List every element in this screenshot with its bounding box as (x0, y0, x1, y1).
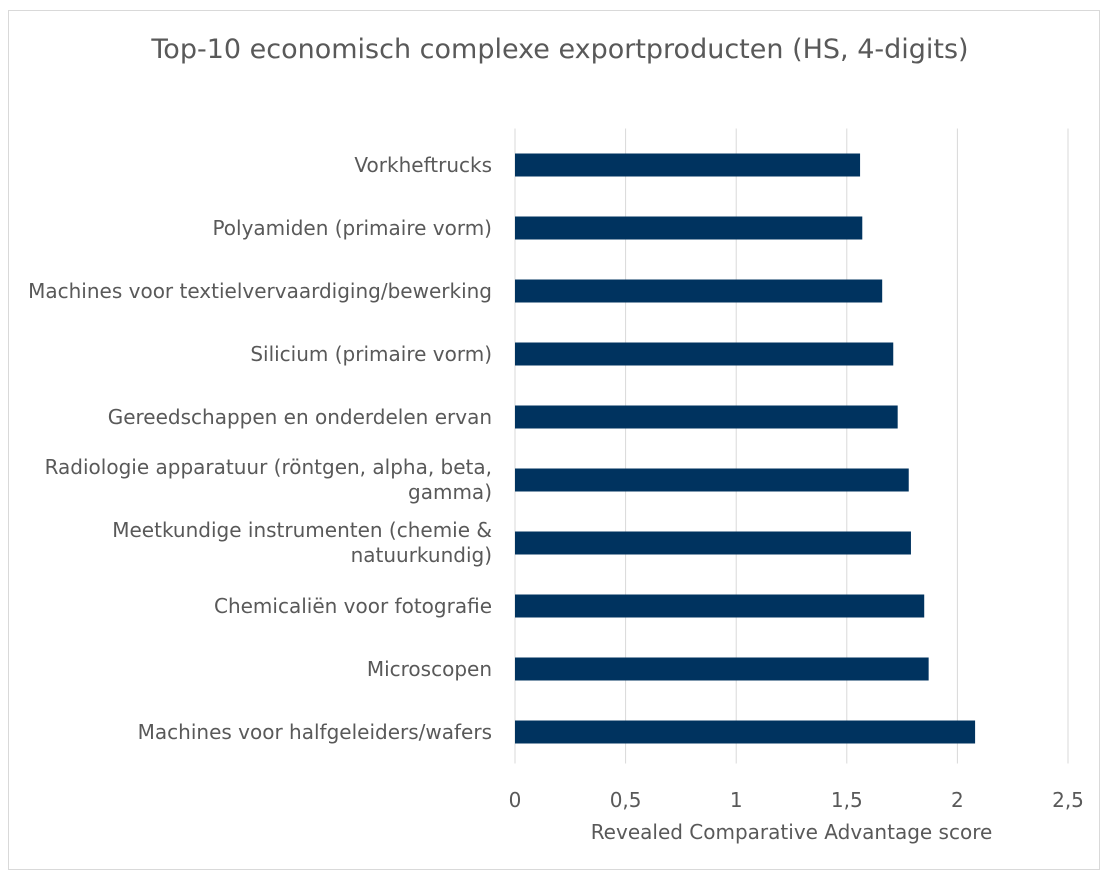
chart-frame (8, 10, 1100, 870)
bar (515, 720, 976, 744)
y-tick-label: Chemicaliën voor fotografie (213, 593, 492, 618)
y-tick-label: Vorkheftrucks (354, 152, 492, 177)
y-tick-label: Silicium (primaire vorm) (250, 341, 492, 366)
x-tick-label: 1 (730, 788, 743, 812)
bar (515, 279, 883, 303)
y-tick-label: Microscopen (366, 656, 492, 681)
bar (515, 468, 909, 492)
bar (515, 531, 911, 555)
bar (515, 342, 894, 366)
x-tick-label: 0 (509, 788, 522, 812)
x-tick-label: 2 (951, 788, 964, 812)
bar (515, 657, 929, 681)
bar (515, 405, 898, 429)
y-tick-label: Machines voor halfgeleiders/wafers (137, 719, 492, 744)
x-axis-title: Revealed Comparative Advantage score (590, 820, 993, 844)
x-tick-label: 1,5 (831, 788, 863, 812)
y-tick-label: Meetkundige instrumenten (chemie & natuu… (112, 518, 492, 567)
y-tick-label: Machines voor textielvervaardiging/bewer… (28, 278, 492, 303)
bar (515, 594, 925, 618)
bar (515, 216, 863, 240)
y-tick-label: Gereedschappen en onderdelen ervan (107, 404, 492, 429)
y-tick-label: Radiologie apparatuur (röntgen, alpha, b… (44, 455, 492, 504)
x-tick-label: 2,5 (1052, 788, 1084, 812)
chart-title: Top-10 economisch complexe exportproduct… (151, 34, 969, 65)
x-tick-label: 0,5 (610, 788, 642, 812)
bar (515, 153, 861, 177)
y-tick-label: Polyamiden (primaire vorm) (212, 215, 492, 240)
